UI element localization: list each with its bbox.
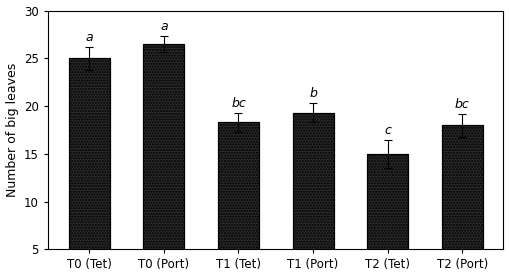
Y-axis label: Number of big leaves: Number of big leaves xyxy=(6,63,18,197)
Bar xyxy=(218,122,259,249)
Bar xyxy=(69,58,110,249)
Bar xyxy=(69,58,110,249)
Bar xyxy=(293,113,333,249)
Text: a: a xyxy=(86,31,93,44)
Text: bc: bc xyxy=(231,97,246,110)
Bar xyxy=(367,154,408,249)
Bar xyxy=(144,44,184,249)
Bar xyxy=(367,154,408,249)
Bar xyxy=(293,113,333,249)
Bar xyxy=(442,125,483,249)
Bar xyxy=(218,122,259,249)
Text: bc: bc xyxy=(455,98,470,111)
Text: a: a xyxy=(160,20,167,34)
Bar xyxy=(442,125,483,249)
Text: c: c xyxy=(384,124,391,137)
Text: b: b xyxy=(309,87,317,100)
Bar xyxy=(144,44,184,249)
